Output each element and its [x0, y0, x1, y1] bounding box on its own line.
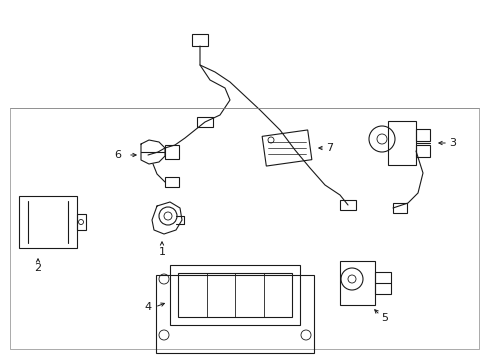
Bar	[10, 108, 478, 349]
Text: 5: 5	[381, 313, 387, 323]
Bar	[178, 273, 291, 317]
Bar	[164, 145, 179, 159]
Text: 4: 4	[144, 302, 151, 312]
Text: 7: 7	[326, 143, 333, 153]
Bar	[192, 34, 207, 46]
Bar	[262, 130, 311, 166]
Bar	[287, 145, 302, 155]
Bar	[374, 272, 390, 294]
Bar	[77, 214, 86, 230]
Bar	[156, 275, 313, 353]
Text: 6: 6	[114, 150, 121, 160]
Bar	[164, 177, 179, 187]
Bar	[415, 129, 429, 141]
Bar	[392, 203, 406, 213]
Text: 1: 1	[158, 247, 165, 257]
Bar	[339, 261, 374, 305]
Bar	[387, 121, 415, 165]
Bar	[19, 196, 77, 248]
Bar	[197, 117, 213, 127]
Bar	[415, 145, 429, 157]
Text: 2: 2	[34, 263, 41, 273]
Bar	[170, 265, 299, 325]
Text: 3: 3	[448, 138, 456, 148]
Bar	[339, 200, 355, 210]
